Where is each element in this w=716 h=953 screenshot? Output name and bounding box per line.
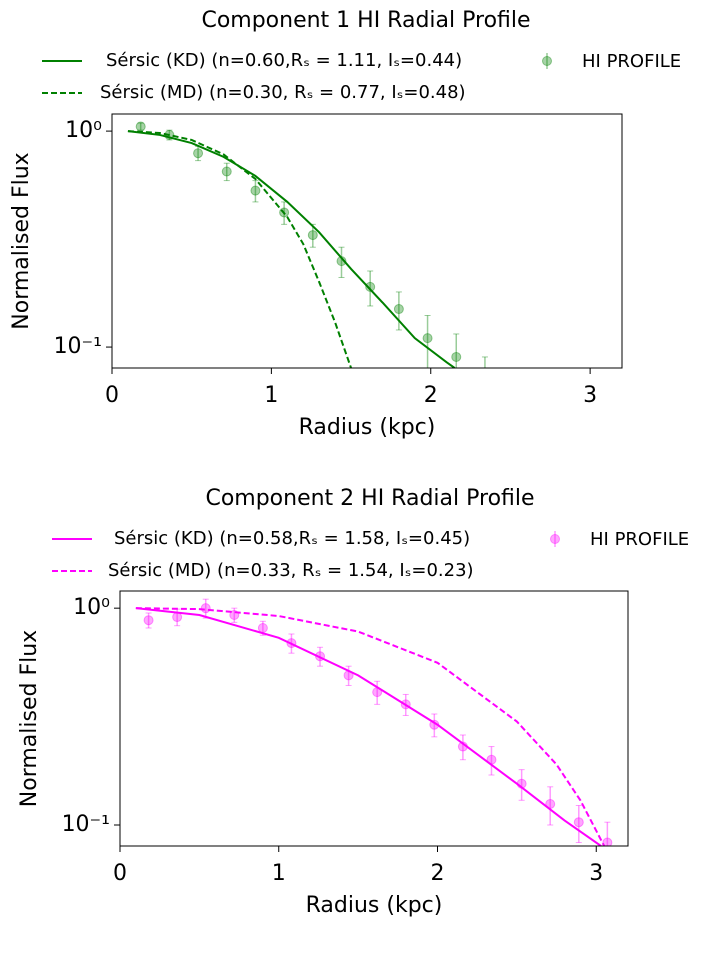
data-point [451,351,462,362]
chart-title: Component 1 HI Radial Profile [201,8,530,33]
data-point [393,304,404,315]
plot-frame [119,590,629,847]
x-tick-label: 0 [113,861,127,886]
data-point [172,612,183,623]
data-point [250,185,261,196]
x-tick-label: 1 [264,383,278,408]
data-point [457,741,468,752]
x-tick-label: 2 [431,861,445,886]
data-point [307,230,318,241]
legend-label: HI PROFILE [590,529,689,550]
legend-label: Sérsic (KD) (n=0.60,Rₛ = 1.11, Iₛ=0.44) [106,50,462,71]
model-line [127,130,456,368]
data-point [315,651,326,662]
plot-area [127,121,489,385]
data-point [422,333,433,344]
data-point [286,638,297,649]
data-point [372,687,383,698]
data-point [193,148,204,159]
data-point [164,129,175,140]
legend-label: Sérsic (KD) (n=0.58,Rₛ = 1.58, Iₛ=0.45) [114,528,470,549]
data-point [135,121,146,132]
x-tick-label: 3 [583,383,597,408]
y-tick-label: 10⁰ [65,118,102,143]
x-axis-label: Radius (kpc) [299,415,436,440]
data-point [279,207,290,218]
x-axis-label: Radius (kpc) [306,893,443,918]
data-point [602,837,613,846]
legend-label: HI PROFILE [582,51,681,72]
data-point [429,719,440,730]
data-point [336,256,347,267]
data-point [573,817,584,828]
model-line [127,130,353,368]
y-axis-label: Normalised Flux [17,630,42,807]
y-tick-label: 10⁻¹ [54,334,102,359]
legend-marker [542,56,552,66]
legend-marker [550,534,560,544]
data-point [257,623,268,634]
y-tick-label: 10⁰ [73,595,110,620]
data-point [343,670,354,681]
x-tick-label: 3 [589,861,603,886]
plot-frame [111,113,623,369]
legend-label: Sérsic (MD) (n=0.30, Rₛ = 0.77, Iₛ=0.48) [100,82,466,103]
data-point [143,615,154,626]
data-point [486,754,497,765]
x-tick-label: 0 [105,383,119,408]
data-point [400,699,411,710]
chart-title: Component 2 HI Radial Profile [205,486,534,511]
y-tick-label: 10⁻¹ [62,812,110,837]
model-line [135,607,606,846]
data-point [365,281,376,292]
legend-label: Sérsic (MD) (n=0.33, Rₛ = 1.54, Iₛ=0.23) [108,560,474,581]
data-point [480,376,489,385]
x-tick-label: 1 [272,861,286,886]
plot-area [135,598,613,846]
data-point [221,166,232,177]
data-point [229,610,240,621]
model-line [135,607,602,846]
x-tick-label: 2 [424,383,438,408]
data-point [516,778,527,789]
y-axis-label: Normalised Flux [9,152,34,329]
data-point [545,798,556,809]
data-point [200,603,211,614]
